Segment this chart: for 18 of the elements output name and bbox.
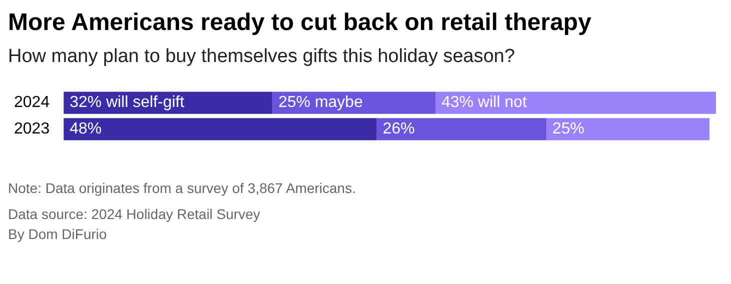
y-tick-label: 2024 (14, 94, 50, 112)
bar (546, 118, 710, 140)
bar (376, 118, 546, 140)
chart-subtitle: How many plan to buy themselves gifts this holiday season? (8, 45, 516, 69)
y-tick-label: 2023 (14, 120, 50, 138)
chart-title: More Americans ready to cut back on retail therapy (8, 8, 592, 38)
data-label: 25% maybe (278, 94, 363, 112)
bar (272, 92, 436, 114)
bar (64, 118, 377, 140)
data-label: 26% (382, 120, 415, 138)
data-label: 43% will not (441, 94, 528, 112)
data-label: 48% (70, 120, 102, 138)
text: By Dom DiFurio (8, 225, 108, 244)
data-label: 25% (552, 120, 584, 138)
source-note: Data source: 2024 Holiday Retail Survey (8, 205, 262, 224)
bar (435, 92, 716, 114)
data-label: 32% will self-gift (70, 94, 185, 112)
text: Note: Data originates from a survey of 3,867 Americans. (8, 179, 357, 198)
